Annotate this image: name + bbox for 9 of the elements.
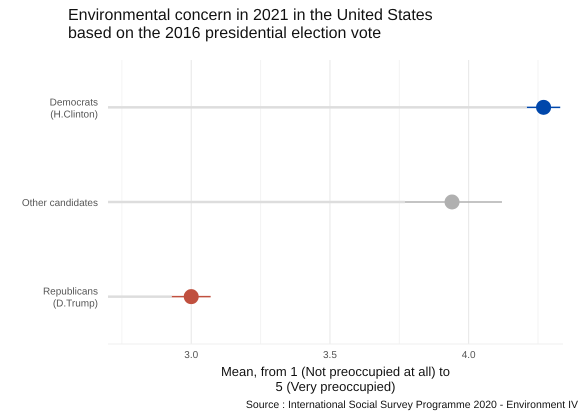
- x-tick-label: 3.0: [184, 350, 199, 361]
- x-tick-label: 3.5: [323, 350, 338, 361]
- x-axis-title: Mean, from 1 (Not preoccupied at all) to 5 (Very preoccupied): [220, 364, 450, 394]
- source-note: Source : International Social Survey Programme 2020 - Environment IV: [246, 399, 578, 411]
- y-tick-label: Republicans (D.Trump): [42, 286, 98, 310]
- x-tick-label: 4.0: [462, 350, 476, 361]
- chart-title: Environmental concern in 2021 in the United States based on the 2016 presidential election vote: [68, 7, 433, 42]
- y-tick-label: Other candidates: [22, 198, 98, 209]
- y-tick-label: Democrats (H.Clinton): [50, 97, 98, 120]
